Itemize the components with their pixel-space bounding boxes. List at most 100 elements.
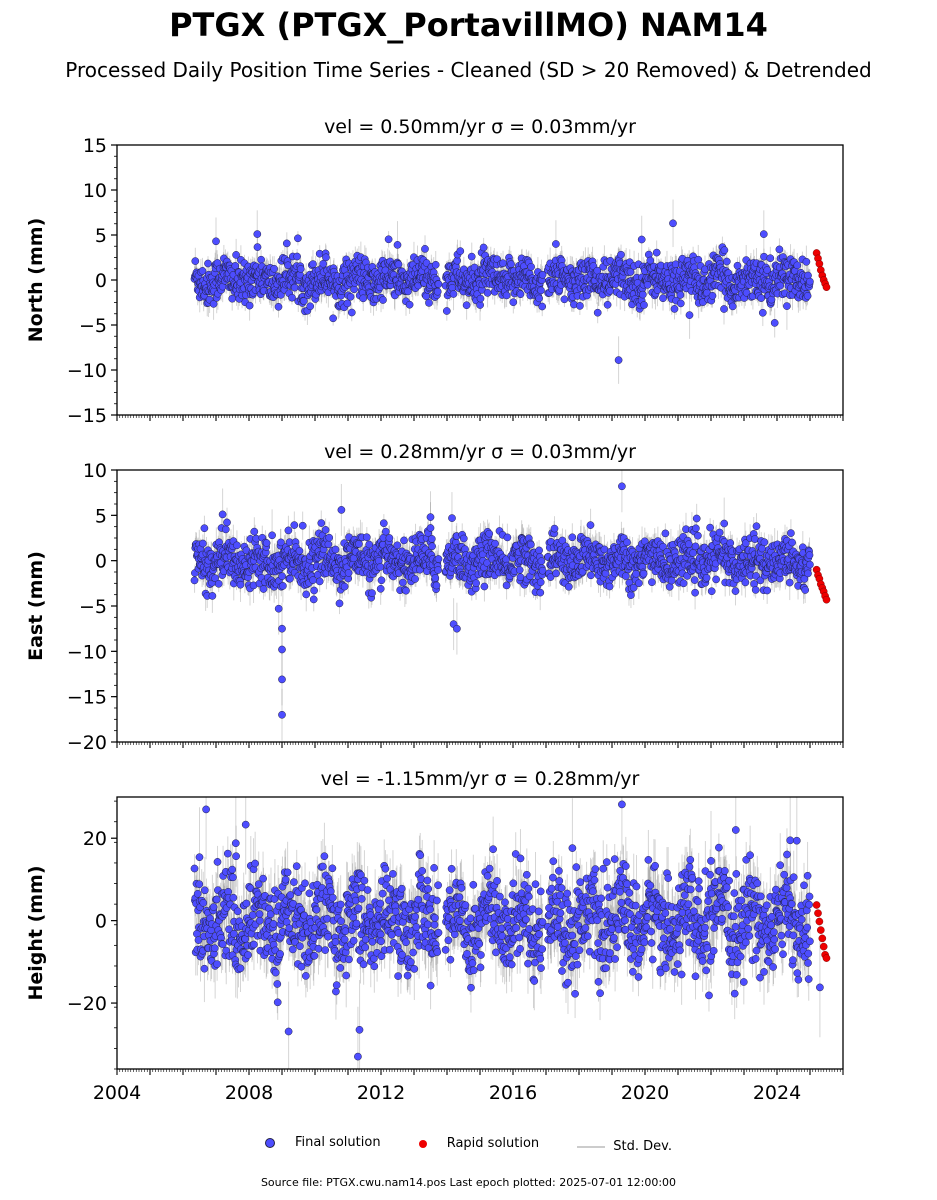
final-point	[626, 268, 635, 276]
final-point	[434, 280, 443, 288]
final-point	[294, 234, 302, 243]
final-point	[527, 262, 535, 271]
final-point	[676, 291, 685, 299]
y-tick-label: 10	[83, 180, 107, 202]
final-point	[209, 300, 218, 308]
final-point	[770, 319, 779, 327]
y-axis-label: North (mm)	[25, 218, 47, 343]
final-point	[763, 266, 772, 274]
final-point	[462, 301, 471, 310]
final-point	[200, 524, 209, 533]
final-point	[476, 294, 485, 303]
final-point	[449, 290, 458, 298]
final-point	[347, 308, 356, 317]
final-point	[282, 239, 291, 248]
y-tick-label: 5	[95, 225, 107, 247]
panel-title: vel = 0.28mm/yr σ = 0.03mm/yr	[324, 441, 636, 463]
final-point	[793, 261, 802, 270]
panel-title: vel = 0.50mm/yr σ = 0.03mm/yr	[324, 116, 636, 138]
final-point	[379, 296, 387, 304]
final-point	[652, 248, 661, 257]
final-point	[231, 262, 240, 270]
final-point	[257, 255, 265, 264]
final-point	[346, 292, 355, 301]
final-point	[199, 539, 207, 548]
final-point	[516, 290, 525, 299]
final-point	[537, 286, 545, 295]
final-solution-points	[190, 219, 814, 364]
final-point	[638, 290, 647, 299]
plot-area	[190, 470, 831, 741]
final-point	[284, 261, 292, 270]
final-point	[766, 254, 775, 263]
final-point	[806, 277, 814, 286]
final-point	[560, 295, 569, 304]
y-tick-label: −5	[79, 315, 107, 337]
final-point	[433, 287, 442, 296]
final-point	[637, 235, 646, 244]
final-point	[208, 592, 217, 600]
final-point	[776, 281, 785, 290]
final-point	[479, 243, 488, 252]
final-point	[670, 305, 679, 313]
final-point	[405, 300, 414, 309]
final-point	[803, 292, 812, 300]
final-point	[603, 300, 612, 309]
final-point	[483, 289, 492, 297]
final-point	[421, 245, 429, 253]
final-point	[442, 307, 451, 315]
y-tick-label: −15	[67, 405, 107, 427]
chart-title: PTGX (PTGX_PortavillMO) NAM14	[169, 6, 768, 44]
final-point	[722, 257, 731, 266]
final-point	[552, 240, 560, 248]
final-point	[576, 302, 584, 310]
final-point	[758, 308, 767, 317]
final-point	[394, 260, 403, 269]
final-point	[322, 253, 330, 262]
final-point	[640, 301, 648, 309]
plot-area	[190, 199, 831, 384]
final-point	[614, 356, 623, 364]
final-point	[393, 241, 402, 249]
final-point	[757, 294, 766, 302]
final-point	[759, 230, 768, 238]
final-point	[198, 267, 207, 275]
y-axis-label: East (mm)	[25, 551, 47, 661]
final-point	[296, 265, 305, 273]
final-point	[293, 252, 301, 261]
rapid-solution-points	[812, 249, 831, 292]
final-point	[593, 308, 602, 317]
final-point	[476, 301, 484, 309]
final-point	[274, 302, 283, 311]
final-point	[288, 293, 296, 302]
final-point	[669, 219, 677, 228]
final-point	[760, 252, 768, 261]
final-point	[359, 294, 368, 303]
final-point	[270, 264, 278, 273]
final-point	[606, 286, 614, 295]
final-point	[733, 261, 742, 270]
std-dev-bars	[194, 470, 811, 741]
y-tick-label: −10	[67, 360, 107, 382]
final-point	[499, 259, 507, 268]
final-point	[306, 302, 315, 311]
rapid-point	[822, 283, 831, 292]
final-point	[431, 260, 440, 269]
final-point	[507, 260, 515, 269]
final-point	[384, 235, 393, 244]
final-point	[245, 301, 254, 310]
y-tick-label: 0	[95, 270, 107, 292]
final-point	[775, 245, 784, 254]
final-point	[232, 251, 240, 259]
final-point	[253, 243, 262, 251]
final-point	[448, 283, 457, 292]
final-point	[646, 256, 655, 265]
final-point	[290, 283, 299, 292]
final-point	[783, 302, 791, 310]
final-point	[617, 250, 625, 259]
final-point	[643, 280, 652, 289]
final-point	[211, 574, 219, 583]
final-point	[329, 314, 337, 323]
final-point	[212, 237, 220, 246]
final-point	[299, 297, 308, 305]
